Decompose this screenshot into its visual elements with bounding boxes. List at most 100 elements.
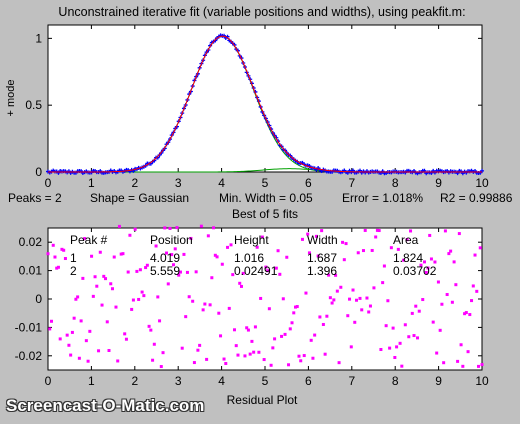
residual-point bbox=[126, 270, 130, 274]
residual-point bbox=[49, 319, 53, 323]
residual-point bbox=[360, 308, 364, 312]
residual-point bbox=[320, 229, 324, 233]
residual-point bbox=[93, 275, 97, 279]
residual-point bbox=[447, 252, 451, 256]
residual-point bbox=[266, 269, 270, 273]
residual-point bbox=[158, 319, 162, 323]
residual-point bbox=[443, 229, 447, 233]
residual-point bbox=[271, 346, 275, 350]
residual-point bbox=[213, 253, 217, 257]
residual-point bbox=[321, 322, 325, 326]
residual-point bbox=[375, 228, 379, 232]
residual-point bbox=[107, 349, 111, 352]
residual-point bbox=[98, 250, 102, 254]
results-table: Peak # Position Height Width Area 1 4.01… bbox=[70, 233, 437, 278]
residual-point bbox=[377, 229, 381, 233]
residual-point bbox=[180, 346, 184, 350]
residual-point bbox=[154, 244, 158, 248]
residual-point bbox=[145, 263, 149, 267]
residual-point bbox=[233, 328, 236, 332]
residual-point bbox=[102, 274, 106, 278]
table-row1-peak: 1 bbox=[70, 251, 77, 265]
residual-point bbox=[69, 353, 73, 357]
residual-point bbox=[220, 262, 224, 266]
residual-point bbox=[70, 330, 74, 334]
residual-point bbox=[250, 339, 254, 343]
residual-point bbox=[128, 233, 132, 237]
residual-point bbox=[464, 311, 468, 315]
residual-point bbox=[262, 358, 266, 362]
residual-point bbox=[400, 364, 404, 368]
min-width-label: Min. Width = 0.05 bbox=[219, 191, 313, 205]
residual-point bbox=[396, 247, 400, 251]
residual-point bbox=[192, 361, 196, 365]
residual-point bbox=[389, 246, 393, 250]
residual-point bbox=[433, 260, 437, 264]
residual-point bbox=[255, 245, 259, 249]
residual-point bbox=[292, 311, 296, 315]
residual-point bbox=[109, 282, 113, 286]
residual-point bbox=[116, 359, 120, 363]
residual-point bbox=[210, 276, 214, 280]
residual-point bbox=[356, 251, 360, 255]
residual-point bbox=[67, 343, 71, 347]
residual-point bbox=[429, 257, 433, 261]
residual-point bbox=[435, 351, 439, 355]
residual-point bbox=[393, 355, 397, 359]
fit-plot-xtick-label: 5 bbox=[262, 176, 269, 190]
residual-point bbox=[403, 323, 407, 327]
residual-point bbox=[449, 249, 453, 253]
residual-point bbox=[173, 247, 177, 251]
residual-plot-xtick-label: 0 bbox=[45, 374, 52, 388]
residual-point bbox=[212, 226, 216, 230]
residual-point bbox=[419, 263, 423, 267]
residual-point bbox=[91, 294, 95, 298]
residual-point bbox=[123, 332, 127, 336]
residual-point bbox=[227, 306, 231, 310]
residual-point bbox=[224, 361, 228, 365]
fit-plot-ytick-label: 1 bbox=[35, 31, 42, 45]
residual-plot-xlabel: Residual Plot bbox=[227, 393, 298, 407]
residual-point bbox=[428, 233, 432, 237]
residual-point bbox=[131, 298, 135, 302]
residual-point bbox=[348, 297, 352, 301]
residual-point bbox=[386, 299, 390, 303]
residual-point bbox=[260, 235, 264, 239]
residual-point bbox=[163, 226, 167, 230]
residual-point bbox=[287, 363, 291, 367]
residual-point bbox=[198, 343, 202, 347]
residual-point bbox=[297, 354, 301, 358]
table-row2-peak: 2 bbox=[70, 264, 77, 278]
residual-point bbox=[349, 345, 353, 349]
residual-point bbox=[84, 339, 88, 343]
residual-plot-xtick-label: 1 bbox=[88, 374, 95, 388]
residual-point bbox=[171, 263, 175, 267]
r2-label: R2 = 0.99886 bbox=[440, 191, 513, 205]
residual-point bbox=[182, 252, 186, 256]
residual-point bbox=[325, 314, 329, 318]
table-header-width: Width bbox=[307, 233, 338, 247]
fit-curve bbox=[48, 35, 482, 173]
residual-point bbox=[421, 298, 425, 302]
table-header-peak: Peak # bbox=[70, 233, 108, 247]
residual-plot-area bbox=[47, 227, 483, 371]
residual-point bbox=[416, 336, 420, 340]
residual-point bbox=[117, 224, 121, 228]
residual-point bbox=[133, 227, 137, 231]
residual-point bbox=[402, 258, 406, 262]
residual-point bbox=[46, 252, 50, 256]
residual-point bbox=[168, 226, 172, 230]
residual-point bbox=[318, 315, 322, 319]
residual-point bbox=[138, 268, 142, 272]
residual-point bbox=[278, 272, 282, 276]
residual-point bbox=[367, 310, 371, 314]
residual-point bbox=[253, 325, 257, 329]
residual-point bbox=[257, 350, 261, 354]
shape-label: Shape = Gaussian bbox=[90, 191, 189, 205]
residual-point bbox=[313, 333, 317, 337]
table-row2-height: 0.02491 bbox=[234, 264, 278, 278]
residual-point bbox=[90, 254, 94, 258]
residual-plot-ytick-label: -0.02 bbox=[15, 349, 43, 363]
residual-point bbox=[166, 282, 170, 286]
